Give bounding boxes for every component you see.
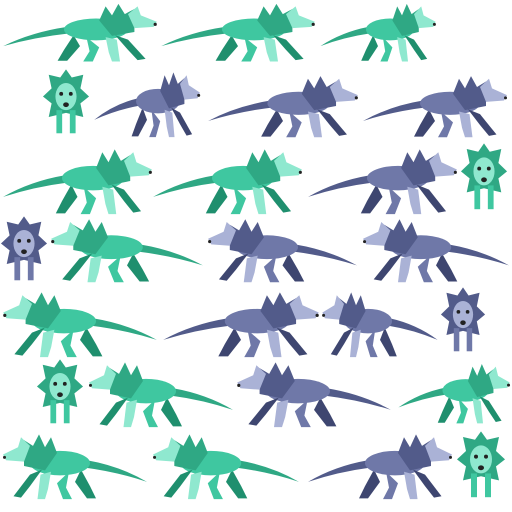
wolf-sprite-11 <box>0 216 48 281</box>
wolf-sprite-3 <box>42 69 90 134</box>
wolf-sprite-14 <box>363 219 509 283</box>
wolf-sprite-25 <box>308 434 452 500</box>
wolf-sprite-22 <box>398 363 511 424</box>
wolf-sprite-12 <box>51 219 203 283</box>
wolf-sprite-19 <box>36 359 84 424</box>
wolf-sprite-15 <box>3 292 157 358</box>
wolf-sprite-20 <box>89 362 233 428</box>
wolf-sprite-2 <box>320 3 436 62</box>
wolf-sprite-23 <box>3 434 147 500</box>
wolf-sprite-18 <box>440 287 486 352</box>
wolf-sprite-5 <box>208 76 358 138</box>
wolf-sprite-13 <box>208 219 357 283</box>
wolf-sprite-8 <box>153 149 302 215</box>
wolf-sprite-24 <box>153 434 299 500</box>
wolf-sprite-4 <box>94 72 201 138</box>
wolf-sprite-9 <box>308 149 457 215</box>
wolf-sprite-10 <box>460 143 508 210</box>
wolf-sprite-21 <box>237 362 391 428</box>
wolf-sprite-0 <box>3 3 157 62</box>
wolf-sprite-16 <box>163 292 319 358</box>
wolf-sprite-6 <box>363 76 507 138</box>
wolf-sprite-26 <box>457 431 505 498</box>
wolf-sprite-7 <box>3 149 152 215</box>
wolf-sprite-1 <box>161 3 315 62</box>
wolf-sprite-17 <box>322 292 438 358</box>
